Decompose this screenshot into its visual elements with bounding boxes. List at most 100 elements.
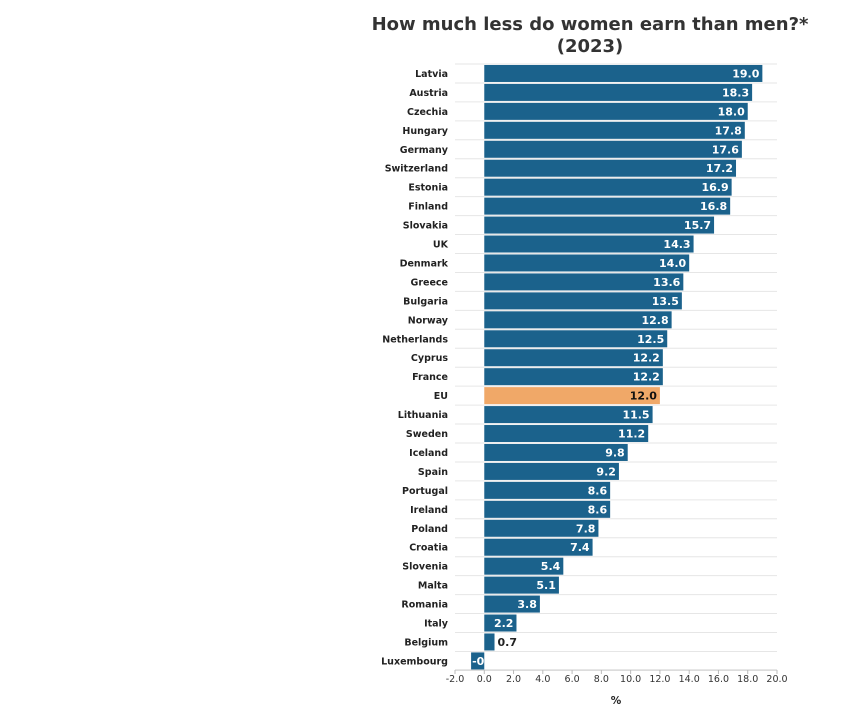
category-label: Germany	[400, 145, 449, 156]
value-label: 13.6	[653, 276, 680, 289]
x-tick-label: 8.0	[594, 674, 609, 685]
value-label: 12.8	[641, 314, 668, 327]
x-tick-label: -2.0	[446, 674, 465, 685]
value-label: 13.5	[652, 295, 679, 308]
x-tick-label: 20.0	[766, 674, 787, 685]
bar-denmark	[484, 254, 690, 272]
category-label: Romania	[401, 600, 448, 611]
bar-czechia	[484, 102, 748, 120]
x-axis-ticks: -2.0 0.0 2.0 4.0 6.0 8.0 10.0 12.0 14.0 16.0 18.0 2…	[446, 670, 788, 685]
value-label: 11.5	[622, 409, 649, 422]
category-label: Denmark	[400, 258, 449, 269]
bar-netherlands	[484, 330, 668, 348]
bar-romania	[484, 595, 540, 613]
category-label: Estonia	[408, 183, 448, 194]
category-label: EU	[434, 391, 448, 402]
category-label: Greece	[411, 277, 448, 288]
category-label: Sweden	[406, 429, 448, 440]
bar-slovakia	[484, 216, 715, 234]
bar-iceland	[484, 443, 628, 461]
category-label: Luxembourg	[381, 656, 448, 667]
bar-poland	[484, 519, 599, 537]
gridlines	[455, 63, 777, 671]
category-label: Czechia	[407, 107, 448, 118]
category-label: Poland	[411, 524, 448, 535]
bar-spain	[484, 462, 619, 480]
value-label: 0.7	[498, 636, 518, 649]
value-label: 3.8	[517, 598, 537, 611]
value-label: -0.9	[472, 655, 496, 668]
value-label: 5.4	[541, 560, 561, 573]
x-tick-label: 0.0	[477, 674, 492, 685]
bar-norway	[484, 311, 672, 329]
category-label: Norway	[408, 315, 449, 326]
value-label: 17.6	[712, 143, 739, 156]
value-labels: 19.0 18.3 18.0 17.8 17.6 17.2 16.9 16.8 15.7 14.3…	[472, 67, 760, 667]
value-label: 19.0	[732, 67, 759, 80]
value-label: 14.0	[659, 257, 686, 270]
bar-lithuania	[484, 406, 653, 424]
category-label: Netherlands	[382, 334, 448, 345]
x-tick-label: 12.0	[649, 674, 670, 685]
bar-hungary	[484, 121, 745, 139]
bar-latvia	[484, 64, 763, 82]
value-label: 11.2	[618, 428, 645, 441]
category-label: Malta	[418, 581, 448, 592]
category-label: Bulgaria	[403, 296, 448, 307]
bar-belgium	[484, 633, 495, 651]
category-label: Iceland	[409, 448, 448, 459]
x-axis-label: %	[611, 695, 622, 707]
bar-eu	[484, 387, 660, 405]
category-label: Cyprus	[411, 353, 448, 364]
value-label: 17.8	[715, 124, 742, 137]
bar-austria	[484, 83, 753, 101]
category-label: Italy	[424, 619, 449, 630]
category-label: Slovakia	[403, 221, 448, 232]
bar-uk	[484, 235, 694, 253]
bar-ireland	[484, 500, 611, 518]
chart-subtitle: (2023)	[557, 36, 624, 57]
value-label: 7.4	[570, 541, 590, 554]
category-label: Hungary	[402, 126, 448, 137]
value-label: 18.0	[718, 105, 745, 118]
value-label: 16.9	[701, 181, 728, 194]
bar-cyprus	[484, 349, 663, 367]
category-label: Latvia	[415, 69, 448, 80]
bar-estonia	[484, 178, 732, 196]
value-label: 16.8	[700, 200, 727, 213]
category-label: Ireland	[410, 505, 448, 516]
bars	[471, 64, 763, 670]
bar-greece	[484, 273, 684, 291]
bar-slovenia	[484, 557, 564, 575]
x-tick-label: 16.0	[708, 674, 729, 685]
category-label: Spain	[418, 467, 448, 478]
category-label: Portugal	[402, 486, 448, 497]
value-label: 9.8	[605, 446, 625, 459]
bar-finland	[484, 197, 731, 215]
x-tick-label: 14.0	[679, 674, 700, 685]
bar-portugal	[484, 481, 611, 499]
category-label: Finland	[408, 202, 448, 213]
value-label: 9.2	[596, 465, 616, 478]
value-label: 12.2	[633, 352, 660, 365]
value-label: 12.5	[637, 333, 664, 346]
value-label: 8.6	[588, 484, 608, 497]
bar-switzerland	[484, 159, 737, 177]
category-label: UK	[433, 240, 449, 251]
category-labels: Latvia Austria Czechia Hungary Germany Switze…	[381, 69, 449, 667]
bar-luxembourg	[471, 652, 485, 670]
value-label: 8.6	[588, 503, 608, 516]
value-label: 15.7	[684, 219, 711, 232]
category-label: Belgium	[404, 637, 448, 648]
category-label: Croatia	[409, 543, 448, 554]
bar-croatia	[484, 538, 593, 556]
value-label: 17.2	[706, 162, 733, 175]
category-label: Austria	[409, 88, 448, 99]
bar-germany	[484, 140, 742, 158]
bar-malta	[484, 576, 559, 594]
x-tick-label: 18.0	[737, 674, 758, 685]
bar-italy	[484, 614, 517, 632]
value-label: 2.2	[494, 617, 514, 630]
value-label: 7.8	[576, 522, 596, 535]
